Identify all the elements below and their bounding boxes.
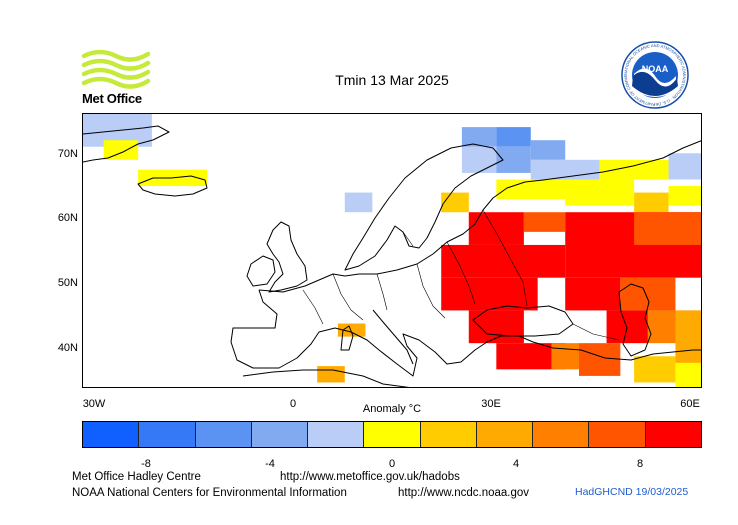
credit-hadley-url[interactable]: http://www.metoffice.gov.uk/hadobs [280, 471, 460, 483]
credit-noaa-url[interactable]: http://www.ncdc.noaa.gov [398, 487, 530, 499]
lon-label-30e: 30E [481, 398, 501, 410]
anomaly-cell [606, 310, 648, 344]
colorbar-title: Anomaly °C [362, 403, 422, 415]
lon-label-0: 0 [289, 398, 297, 410]
anomaly-cell [441, 192, 469, 213]
colorbar-segment [533, 422, 590, 447]
colorbar-segment [645, 422, 701, 447]
dataset-stamp: HadGHCND 19/03/2025 [575, 486, 689, 498]
map-title: Tmin 13 Mar 2025 [335, 72, 449, 88]
anomaly-cell [675, 310, 701, 370]
lat-label-60n: 60N [57, 212, 78, 224]
colorbar-segment [476, 422, 534, 447]
colorbar-segment [251, 422, 309, 447]
anomaly-cell [579, 343, 621, 376]
anomaly-cell [668, 186, 701, 206]
colorbar-tick-4: 4 [512, 458, 520, 470]
anomaly-cell [668, 153, 701, 180]
coastlines [83, 125, 701, 387]
anomaly-cell [565, 277, 621, 311]
anomaly-cell [496, 146, 531, 173]
colorbar-tick-minus-8: -8 [141, 458, 151, 470]
anomaly-cell [565, 179, 635, 206]
anomaly-cell [523, 212, 566, 232]
anomaly-map [83, 114, 701, 387]
anomaly-cell [530, 140, 566, 160]
anomaly-cell [461, 127, 497, 147]
met-office-logo-icon [81, 49, 151, 89]
anomaly-cell [634, 192, 669, 213]
colorbar-tick-8: 8 [636, 458, 644, 470]
colorbar-segment [195, 422, 252, 447]
met-office-logo-text: Met Office [82, 91, 142, 106]
lon-label-30w: 30W [82, 398, 106, 410]
colorbar-segment [420, 422, 477, 447]
anomaly-cell [551, 343, 579, 370]
anomaly-cell [441, 244, 566, 278]
colorbar-segment [139, 422, 196, 447]
noaa-logo-text: NOAA [642, 64, 669, 74]
lat-label-70n: 70N [57, 148, 78, 160]
anomaly-cell [441, 277, 538, 311]
colorbar-tick-0: 0 [388, 458, 396, 470]
anomaly-cell [496, 179, 566, 200]
colorbar-segment [589, 422, 646, 447]
anomaly-cell [103, 140, 139, 160]
map-panel [82, 113, 702, 388]
anomaly-cell [468, 212, 524, 245]
anomaly-cell [344, 192, 373, 213]
anomaly-cell [496, 127, 531, 147]
lat-label-40n: 40N [57, 342, 78, 354]
anomaly-cell [634, 212, 701, 245]
colorbar-segment [308, 422, 365, 447]
anomaly-cell [317, 366, 345, 383]
anomaly-cell [337, 323, 366, 337]
anomaly-cell [599, 159, 669, 180]
colorbar-segment [83, 422, 140, 447]
colorbar [82, 421, 702, 448]
colorbar-segment [364, 422, 421, 447]
lat-label-50n: 50N [57, 277, 78, 289]
anomaly-cell [634, 356, 676, 383]
noaa-logo-icon: NOAA NATIONAL OCEANIC AND ATMOSPHERIC AD… [620, 40, 689, 109]
anomaly-cell [675, 362, 701, 387]
credit-hadley: Met Office Hadley Centre [72, 471, 201, 483]
lon-label-60e: 60E [680, 398, 700, 410]
anomaly-cells [83, 114, 701, 387]
credit-noaa: NOAA National Centers for Environmental … [72, 487, 347, 499]
anomaly-cell [461, 146, 497, 173]
colorbar-tick-minus-4: -4 [265, 458, 275, 470]
